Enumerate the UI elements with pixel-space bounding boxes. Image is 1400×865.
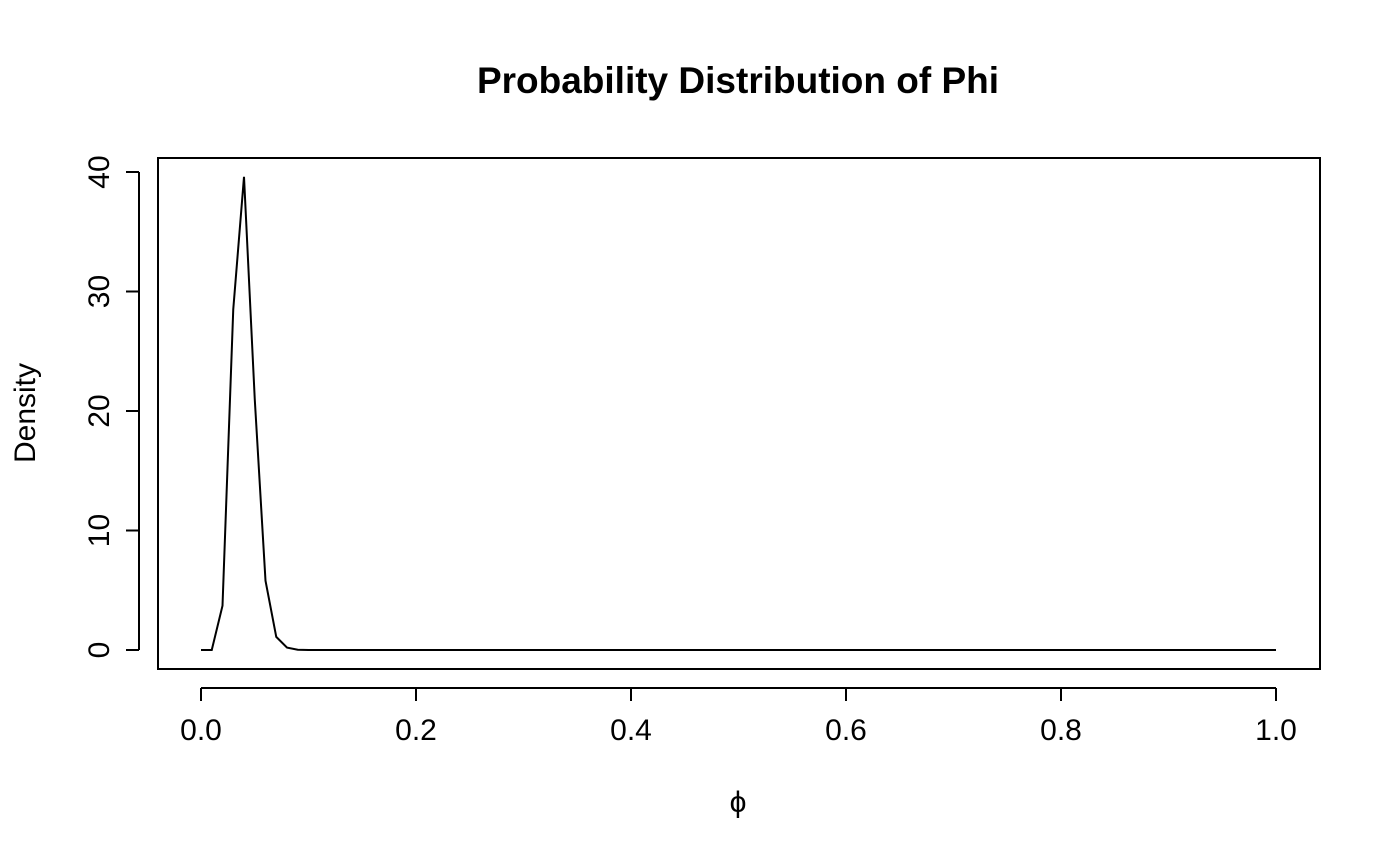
y-tick-label: 20 xyxy=(83,394,116,427)
y-tick-label: 30 xyxy=(83,275,116,308)
y-axis-label: Density xyxy=(9,363,42,463)
x-tick-label: 0.4 xyxy=(610,714,652,747)
x-tick-label: 0.8 xyxy=(1040,714,1082,747)
series-group xyxy=(201,176,1276,651)
x-tick-label: 0.0 xyxy=(180,714,222,747)
plot-area-box xyxy=(157,157,1321,670)
y-tick-label: 40 xyxy=(83,155,116,188)
chart-title: Probability Distribution of Phi xyxy=(477,60,999,101)
x-tick-label: 1.0 xyxy=(1255,714,1297,747)
y-tick-label: 0 xyxy=(83,642,116,659)
x-axis: 0.0 0.2 0.4 0.6 0.8 1.0 xyxy=(180,687,1297,747)
x-axis-label: ϕ xyxy=(730,786,747,819)
y-axis: 0 10 20 30 40 xyxy=(83,155,140,659)
x-tick-label: 0.2 xyxy=(395,714,437,747)
series-line xyxy=(201,176,1276,651)
y-tick-label: 10 xyxy=(83,514,116,547)
x-tick-label: 0.6 xyxy=(825,714,867,747)
